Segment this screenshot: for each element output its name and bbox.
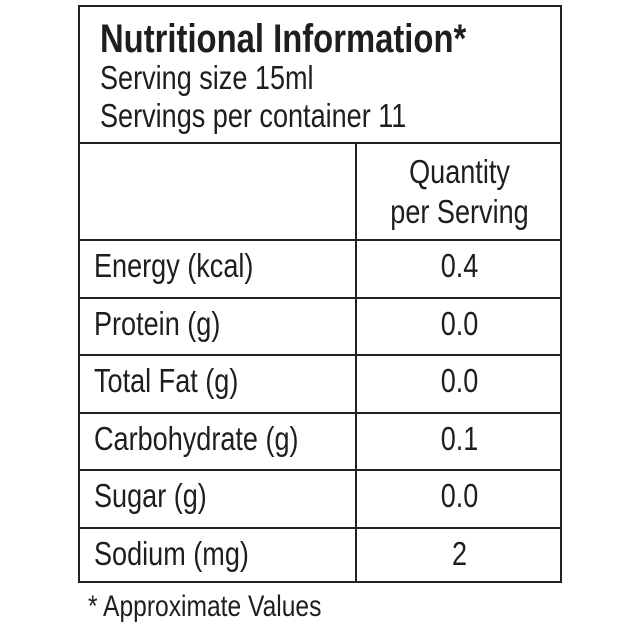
servings-per-container: Servings per container 11 xyxy=(100,97,407,134)
row-label: Total Fat (g) xyxy=(94,362,239,399)
row-value: 0.0 xyxy=(440,362,479,399)
column-header-line: per Serving xyxy=(390,193,529,230)
row-divider xyxy=(80,526,560,529)
column-header: Quantity per Serving xyxy=(375,152,543,232)
row-label: Carbohydrate (g) xyxy=(94,419,299,457)
serving-size: Serving size 15ml xyxy=(100,59,314,96)
row-divider xyxy=(80,469,560,471)
row-divider xyxy=(80,296,560,299)
row-value: 0.1 xyxy=(440,419,479,457)
row-label: Protein (g) xyxy=(94,304,221,342)
row-value: 0.0 xyxy=(440,304,479,342)
row-label: Energy (kcal) xyxy=(94,247,254,284)
row-divider xyxy=(80,354,560,356)
row-divider xyxy=(80,411,560,414)
footnote: * Approximate Values xyxy=(88,590,322,623)
row-value: 0.0 xyxy=(440,477,479,514)
column-header-line: Quantity xyxy=(409,153,510,190)
row-value: 0.4 xyxy=(440,247,479,284)
row-divider xyxy=(80,239,560,241)
divider xyxy=(80,142,560,144)
nutrition-panel: Nutritional Information* Serving size 15… xyxy=(78,5,562,583)
row-label: Sodium (mg) xyxy=(94,534,249,572)
row-value: 2 xyxy=(451,534,468,572)
row-label: Sugar (g) xyxy=(94,477,207,514)
panel-title: Nutritional Information* xyxy=(100,17,467,61)
column-divider xyxy=(355,142,357,581)
